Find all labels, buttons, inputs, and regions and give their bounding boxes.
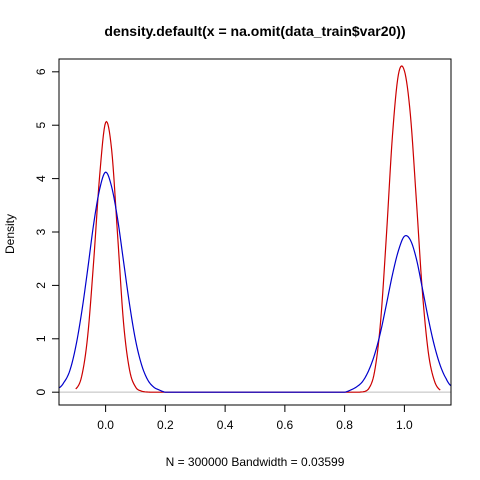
y-axis-label: Density bbox=[3, 214, 17, 254]
y-tick-label: 1 bbox=[34, 335, 48, 342]
y-tick-label: 2 bbox=[34, 282, 48, 289]
density-line-1 bbox=[75, 65, 441, 393]
y-tick-label: 5 bbox=[34, 122, 48, 129]
plot-frame bbox=[58, 58, 452, 406]
x-tick-label: 0.2 bbox=[157, 418, 174, 432]
y-tick-label: 3 bbox=[34, 228, 48, 235]
y-tick-label: 6 bbox=[34, 68, 48, 75]
x-tick-label: 0.0 bbox=[97, 418, 114, 432]
x-tick-label: 1.0 bbox=[396, 418, 413, 432]
x-tick-label: 0.6 bbox=[277, 418, 294, 432]
x-axis: 0.0 0.2 0.4 0.6 0.8 1.0 bbox=[97, 404, 413, 432]
x-tick-label: 0.4 bbox=[217, 418, 234, 432]
series-layer bbox=[59, 65, 451, 393]
y-axis: 0 1 2 3 4 5 6 bbox=[34, 68, 60, 396]
chart-title: density.default(x = na.omit(data_train$v… bbox=[104, 23, 405, 39]
density-line-2 bbox=[59, 171, 451, 393]
y-tick-label: 4 bbox=[34, 175, 48, 182]
x-tick-label: 0.8 bbox=[336, 418, 353, 432]
x-axis-label: N = 300000 Bandwidth = 0.03599 bbox=[166, 455, 345, 469]
y-tick-label: 0 bbox=[34, 389, 48, 396]
